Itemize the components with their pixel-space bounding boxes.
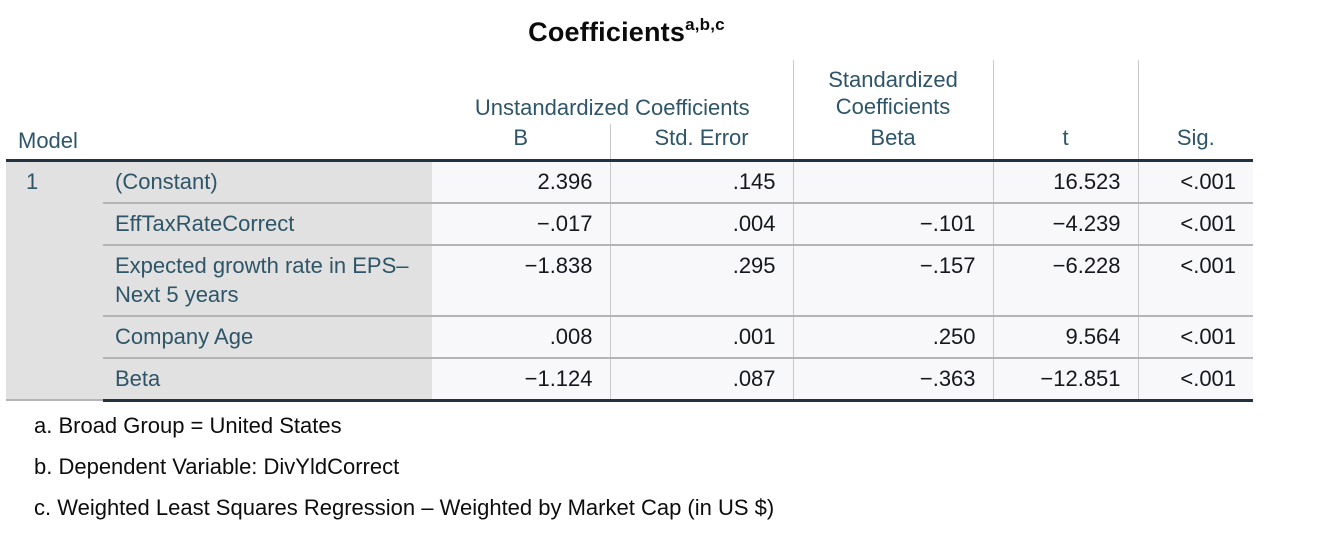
cell-sig: <.001 (1137, 357, 1254, 402)
cell-sig: <.001 (1137, 160, 1254, 204)
table-row: Expected growth rate in EPS– Next 5 year… (6, 244, 1254, 317)
header-std-error: Std. Error (610, 124, 794, 162)
table-header: Model Unstandardized Coefficients Standa… (6, 60, 1254, 162)
footnote-a: a. Broad Group = United States (34, 412, 342, 438)
row-label: EffTaxRateCorrect (103, 202, 433, 246)
row-label: (Constant) (103, 160, 433, 204)
cell-b: −.017 (432, 202, 611, 246)
table-row: 1 (Constant) 2.396 .145 16.523 <.001 (6, 160, 1254, 402)
cell-beta: −.363 (792, 357, 994, 402)
cell-t: −4.239 (992, 202, 1139, 246)
cell-b: 2.396 (432, 160, 611, 204)
row-label: Company Age (103, 315, 433, 359)
cell-beta: .250 (792, 315, 994, 359)
cell-beta: −.157 (792, 244, 994, 317)
cell-t: 9.564 (992, 315, 1139, 359)
table-title: Coefficientsa,b,c (0, 0, 1253, 48)
footnote-b: b. Dependent Variable: DivYldCorrect (34, 453, 400, 479)
header-standardized-coefficients: Standardized Coefficients (792, 60, 994, 124)
cell-beta (792, 160, 994, 204)
header-t: t (992, 60, 1139, 162)
cell-sig: <.001 (1137, 202, 1254, 246)
cell-b: .008 (432, 315, 611, 359)
row-label: Expected growth rate in EPS– Next 5 year… (103, 244, 433, 317)
table-row: Beta −1.124 .087 −.363 −12.851 <.001 (6, 357, 1254, 402)
cell-std-error: .295 (609, 244, 794, 317)
cell-b: −1.124 (432, 357, 611, 402)
header-unstandardized-coefficients: Unstandardized Coefficients (432, 60, 794, 124)
cell-sig: <.001 (1137, 244, 1254, 317)
cell-std-error: .001 (609, 315, 794, 359)
coefficients-table: Model Unstandardized Coefficients Standa… (6, 60, 1254, 402)
table-row: Company Age .008 .001 .250 9.564 <.001 (6, 315, 1254, 359)
footnotes: a. Broad Group = United States b. Depend… (34, 413, 1342, 521)
cell-t: 16.523 (992, 160, 1139, 204)
cell-sig: <.001 (1137, 315, 1254, 359)
header-beta: Beta (792, 124, 994, 162)
cell-beta: −.101 (792, 202, 994, 246)
footnote-c: c. Weighted Least Squares Regression – W… (34, 494, 775, 520)
table-title-text: Coefficients (528, 17, 686, 47)
header-b: B (432, 124, 611, 162)
model-number-cell: 1 (6, 160, 103, 402)
cell-std-error: .087 (609, 357, 794, 402)
table-row: EffTaxRateCorrect −.017 .004 −.101 −4.23… (6, 202, 1254, 246)
table-body: 1 (Constant) 2.396 .145 16.523 <.001 Eff… (6, 160, 1254, 402)
header-sig: Sig. (1138, 60, 1254, 162)
cell-std-error: .145 (609, 160, 794, 204)
row-label: Beta (103, 357, 433, 402)
cell-t: −12.851 (992, 357, 1139, 402)
cell-t: −6.228 (992, 244, 1139, 317)
header-model: Model (6, 60, 433, 162)
cell-b: −1.838 (432, 244, 611, 317)
table-title-footnote-markers: a,b,c (685, 15, 725, 34)
cell-std-error: .004 (609, 202, 794, 246)
